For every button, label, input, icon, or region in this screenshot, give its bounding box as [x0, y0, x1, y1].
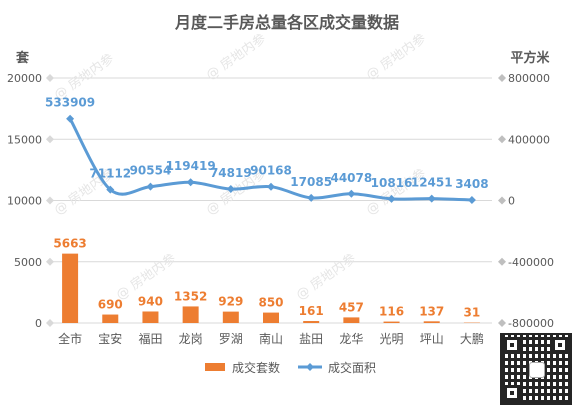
right-axis-marker: [498, 196, 506, 205]
bar-data-label: 457: [339, 300, 364, 314]
bar-罗湖: [222, 311, 239, 323]
x-axis-category-label: 宝安: [98, 331, 122, 346]
watermark-text: @ 房地内参: [293, 251, 359, 304]
x-axis-category-label: 南山: [259, 331, 283, 346]
bar-data-label: 116: [379, 305, 404, 319]
legend-bar-swatch: [205, 363, 225, 371]
right-axis-marker: [498, 74, 506, 82]
x-axis-category-label: 罗湖: [219, 331, 243, 346]
x-axis-category-label: 福田: [138, 331, 162, 346]
right-axis-tick-label: 800000: [508, 72, 550, 85]
line-point: [467, 195, 476, 204]
bar-宝安: [102, 314, 119, 323]
qr-code-image: [500, 333, 572, 405]
line-data-label: 44078: [330, 171, 372, 185]
bar-data-label: 137: [419, 304, 444, 318]
left-axis-marker: [46, 74, 54, 82]
bar-data-label: 161: [299, 304, 324, 318]
line-point: [387, 194, 396, 203]
bar-福田: [142, 311, 159, 323]
line-point: [226, 185, 235, 194]
watermark-text: @ 房地内参: [363, 166, 429, 219]
left-axis-marker: [46, 257, 54, 266]
right-axis-marker: [498, 135, 506, 144]
line-point: [427, 194, 436, 203]
bar-data-label: 1352: [174, 289, 207, 303]
line-data-label: 10816: [371, 176, 413, 190]
bar-龙华: [343, 317, 360, 323]
left-axis-marker: [46, 196, 54, 205]
line-point: [267, 182, 275, 191]
bar-坪山: [423, 321, 440, 323]
line-point: [307, 193, 316, 202]
bar-data-label: 690: [98, 298, 123, 312]
line-data-label: 74819: [210, 166, 252, 180]
line-point: [146, 182, 155, 191]
line-data-label: 533909: [45, 96, 95, 110]
right-axis-marker: [498, 257, 506, 266]
bar-龙岗: [182, 306, 199, 323]
watermark-text: @ 房地内参: [363, 31, 429, 84]
legend-line-label: 成交面积: [328, 360, 376, 375]
watermark-text: @ 房地内参: [203, 31, 269, 84]
left-axis-tick-label: 20000: [7, 72, 42, 85]
right-axis-marker: [498, 319, 506, 327]
left-axis-marker: [46, 319, 54, 327]
x-axis-category-label: 龙岗: [179, 332, 203, 346]
legend-line-marker: [306, 363, 314, 371]
right-axis-tick-label: -800000: [508, 317, 554, 330]
left-axis-tick-label: 10000: [7, 195, 42, 208]
right-axis-unit: 平方米: [510, 50, 550, 66]
x-axis-category-label: 全市: [58, 331, 82, 346]
line-point: [347, 189, 356, 198]
x-axis-category-label: 大鹏: [460, 332, 484, 346]
line-data-label: 119419: [166, 159, 216, 173]
bar-盐田: [303, 321, 320, 323]
line-data-label: 3408: [455, 177, 488, 191]
left-axis-tick-label: 5000: [14, 256, 42, 269]
x-axis-category-label: 盐田: [299, 332, 323, 346]
left-axis-tick-label: 15000: [7, 133, 42, 146]
bar-data-label: 940: [138, 294, 163, 308]
left-axis-unit: 套: [15, 50, 30, 66]
line-point: [186, 178, 195, 187]
bar-data-label: 850: [258, 296, 283, 310]
bar-全市: [62, 253, 79, 323]
x-axis-category-label: 龙华: [339, 332, 363, 346]
line-data-label: 71112: [89, 167, 131, 181]
line-data-label: 90168: [250, 164, 292, 178]
bar-data-label: 31: [464, 306, 481, 320]
bar-光明: [383, 321, 400, 323]
right-axis-tick-label: 400000: [508, 133, 550, 146]
line-data-label: 90554: [130, 164, 172, 178]
x-axis-category-label: 光明: [380, 332, 404, 346]
left-axis-tick-label: 0: [35, 317, 42, 330]
x-axis-category-label: 坪山: [420, 332, 444, 346]
line-data-label: 17085: [290, 175, 332, 189]
right-axis-tick-label: 0: [508, 195, 515, 208]
right-axis-tick-label: -400000: [508, 256, 554, 269]
bar-data-label: 929: [218, 295, 243, 309]
line-point: [106, 185, 115, 194]
left-axis-marker: [46, 135, 54, 144]
legend-bar-label: 成交套数: [232, 360, 280, 375]
line-point: [66, 114, 75, 123]
chart-title: 月度二手房总量各区成交量数据: [174, 13, 399, 32]
bar-南山: [263, 312, 279, 323]
line-data-label: 12451: [411, 176, 453, 190]
bar-data-label: 5663: [53, 237, 86, 251]
